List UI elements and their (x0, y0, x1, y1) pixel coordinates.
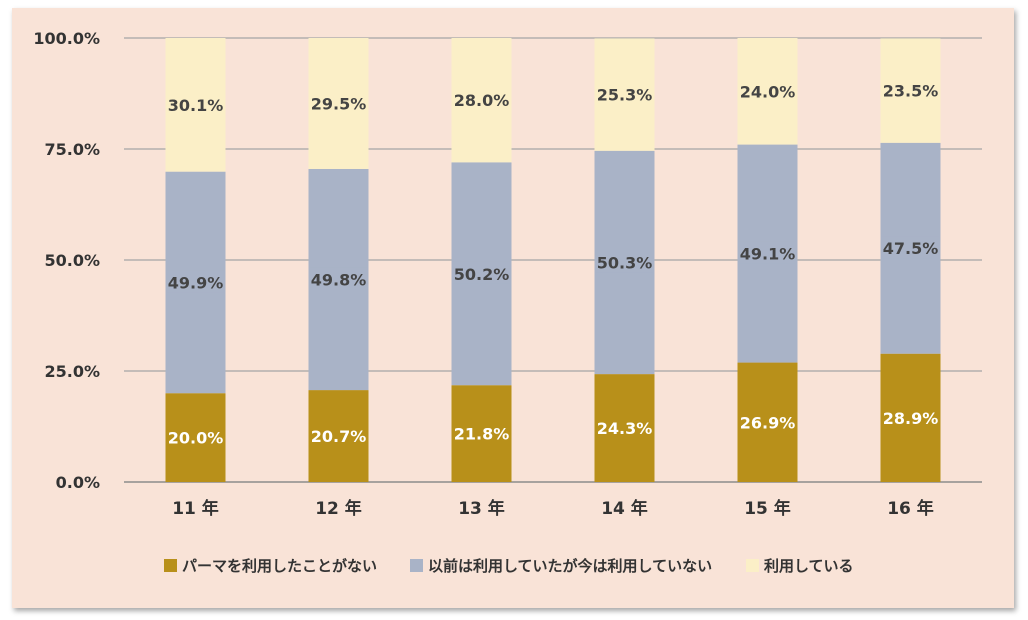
value-labels: 20.0% 49.9% 30.1% 20.7% 49.8% 29.5% 21.8% 50.2%… (166, 82, 940, 448)
bar-segment (451, 385, 512, 482)
y-tick-label: 0.0% (56, 473, 100, 492)
data-label: 20.7% (311, 427, 367, 446)
x-tick-label: 11 年 (172, 498, 219, 519)
data-label: 20.0% (168, 429, 224, 448)
label-background (595, 250, 654, 273)
x-tick-label: 13 年 (458, 498, 505, 519)
stacked-bar-chart: 20.0% 49.9% 30.1% 20.7% 49.8% 29.5% 21.8% 50.2%… (33, 29, 982, 575)
y-tick-label: 100.0% (33, 29, 100, 48)
bar-segment (737, 38, 798, 145)
axes: 0.0% 25.0% 50.0% 75.0% 100.0% 11 年 12 年 13 年 14 … (33, 29, 933, 519)
legend-label: 以前は利用していたが今は利用していない (428, 557, 712, 575)
bar-segment (737, 362, 798, 482)
data-label: 29.5% (311, 94, 367, 113)
data-label: 49.1% (740, 245, 796, 264)
bar-segment (880, 38, 941, 143)
x-tick-label: 12 年 (315, 498, 362, 519)
chart-frame: 20.0% 49.9% 30.1% 20.7% 49.8% 29.5% 21.8% 50.2%… (12, 8, 1014, 608)
x-tick-label: 16 年 (887, 498, 934, 519)
x-tick-label: 14 年 (601, 498, 648, 519)
bars (165, 38, 941, 482)
legend: パーマを利用したことがない 以前は利用していたが今は利用していない 利用している (164, 557, 854, 575)
label-background (309, 267, 368, 290)
legend-swatch (164, 559, 177, 572)
data-label: 26.9% (740, 413, 796, 432)
y-tick-label: 75.0% (44, 140, 100, 159)
data-label: 23.5% (883, 82, 939, 101)
data-label: 28.0% (454, 91, 510, 110)
bar-segment (308, 38, 369, 169)
y-tick-label: 25.0% (44, 362, 100, 381)
data-label: 47.5% (883, 239, 939, 258)
legend-swatch (746, 559, 759, 572)
bar-segment (451, 38, 512, 163)
bar-segment (594, 374, 655, 482)
legend-label: 利用している (764, 557, 854, 575)
gridlines (124, 37, 982, 483)
data-label: 49.9% (168, 273, 224, 292)
label-background (738, 241, 797, 264)
label-background (452, 261, 511, 284)
label-background (166, 270, 225, 293)
legend-label: パーマを利用したことがない (182, 557, 377, 575)
data-label: 25.3% (597, 86, 653, 105)
data-label: 50.2% (454, 265, 510, 284)
data-label: 28.9% (883, 409, 939, 428)
data-label: 24.0% (740, 82, 796, 101)
x-tick-label: 15 年 (744, 498, 791, 519)
y-tick-label: 50.0% (44, 251, 100, 270)
bar-segment (594, 38, 655, 151)
data-label: 49.8% (311, 271, 367, 290)
bar-segment (308, 390, 369, 482)
bar-segment (165, 38, 226, 172)
data-label: 21.8% (454, 425, 510, 444)
legend-swatch (410, 559, 423, 572)
data-label: 50.3% (597, 253, 653, 272)
bar-segment (880, 353, 941, 482)
data-label: 24.3% (597, 419, 653, 438)
label-background (881, 236, 940, 259)
bar-segment (165, 393, 226, 482)
data-label: 30.1% (168, 96, 224, 115)
